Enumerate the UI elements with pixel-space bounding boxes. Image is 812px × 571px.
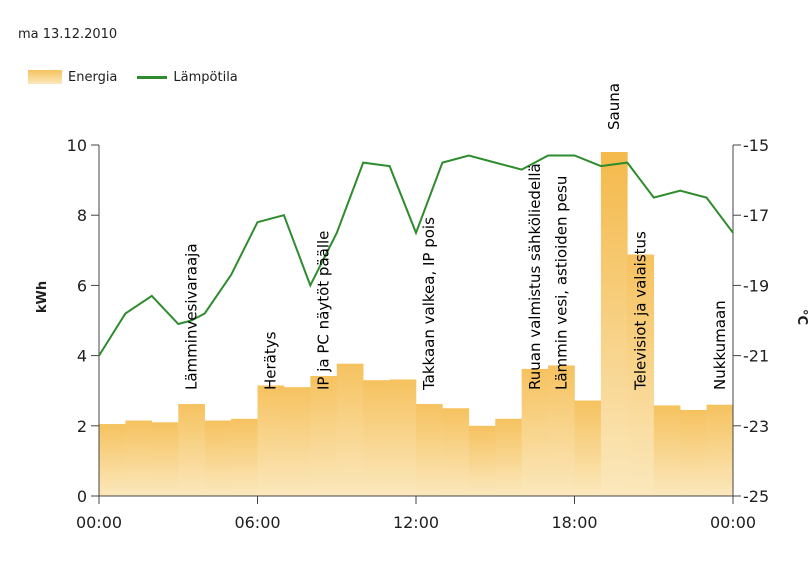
annotation-label: Lämminvesivaraaja <box>183 243 201 390</box>
y2-tick-label: -17 <box>743 206 769 225</box>
annotation-label: Televisiot ja valaistus <box>632 231 650 391</box>
y-tick-label: 2 <box>77 417 87 436</box>
annotation-label: Lämmin vesi, astioiden pesu <box>552 176 570 390</box>
energy-bar[interactable] <box>231 418 258 496</box>
energy-bar[interactable] <box>151 422 179 496</box>
annotation-label: Herätys <box>262 331 280 390</box>
energy-bar[interactable] <box>257 385 285 496</box>
energy-bar[interactable] <box>521 368 549 496</box>
energy-bar[interactable] <box>389 379 417 496</box>
x-tick-label: 00:00 <box>76 513 122 532</box>
x-tick-label: 06:00 <box>234 513 280 532</box>
y-tick-label: 10 <box>67 136 87 155</box>
y2-tick-label: -15 <box>743 136 769 155</box>
annotation-sauna-label: Sauna <box>605 83 623 130</box>
y-tick-label: 6 <box>77 276 87 295</box>
x-tick-label: 18:00 <box>551 513 597 532</box>
energy-bar[interactable] <box>627 254 655 496</box>
energy-bar[interactable] <box>442 408 470 496</box>
energy-bar[interactable] <box>99 424 126 496</box>
y-tick-label: 4 <box>77 347 87 366</box>
y2-tick-label: -21 <box>743 347 769 366</box>
y2-tick-label: -19 <box>743 276 769 295</box>
annotation-label: Nukkumaan <box>711 300 729 390</box>
energy-bar[interactable] <box>495 418 522 496</box>
temperature-line[interactable] <box>98 154 734 357</box>
energy-bar[interactable] <box>178 404 205 496</box>
temperature-line-layer <box>98 154 734 357</box>
y2-axis-title: °C <box>794 309 809 325</box>
energy-bar[interactable] <box>125 420 153 496</box>
energy-bar[interactable] <box>283 387 311 496</box>
energy-bar[interactable] <box>363 380 390 496</box>
x-tick-label: 00:00 <box>710 513 756 532</box>
energy-bar[interactable] <box>336 363 364 496</box>
legend-energy-swatch <box>28 70 62 84</box>
energy-bar[interactable] <box>600 152 628 496</box>
annotation-label: IP ja PC näytöt päälle <box>315 231 333 390</box>
energy-bar[interactable] <box>310 375 338 496</box>
annotation-label: Ruuan valmistus sähköliedellä <box>526 163 544 390</box>
y-axis-title: kWh <box>35 281 50 313</box>
energy-bar[interactable] <box>706 404 734 496</box>
legend-temperature-swatch <box>137 75 168 79</box>
energy-bar[interactable] <box>574 400 602 496</box>
annotation-label: Takkaan valkea, IP pois <box>420 217 438 391</box>
y2-tick-label: -23 <box>743 417 769 436</box>
legend-item-energy[interactable]: Energia <box>28 70 117 85</box>
date-label: ma 13.12.2010 <box>18 27 118 42</box>
energy-bar[interactable] <box>653 405 681 496</box>
legend-item-temperature[interactable]: Lämpötila <box>137 69 238 85</box>
energy-bar[interactable] <box>416 404 443 496</box>
legend: Energia Lämpötila <box>28 66 258 88</box>
energy-bar[interactable] <box>548 365 575 496</box>
x-tick-label: 12:00 <box>393 513 439 532</box>
energy-bar[interactable] <box>680 410 707 496</box>
legend-temperature-label: Lämpötila <box>173 69 238 85</box>
energy-bar[interactable] <box>468 425 496 496</box>
legend-energy-label: Energia <box>68 69 118 85</box>
annotations: Lämminvesivaraaja Herätys IP ja PC näytöt … <box>183 83 729 391</box>
energy-bars <box>99 152 734 496</box>
energy-bar[interactable] <box>204 420 232 496</box>
y-tick-label: 0 <box>77 487 87 506</box>
axes: 0 2 4 6 8 10 -25 -23 -21 -19 -17 -15 00:00 06:00 12:00… <box>67 136 770 532</box>
y-tick-label: 8 <box>77 206 87 225</box>
y2-tick-label: -25 <box>743 487 769 506</box>
